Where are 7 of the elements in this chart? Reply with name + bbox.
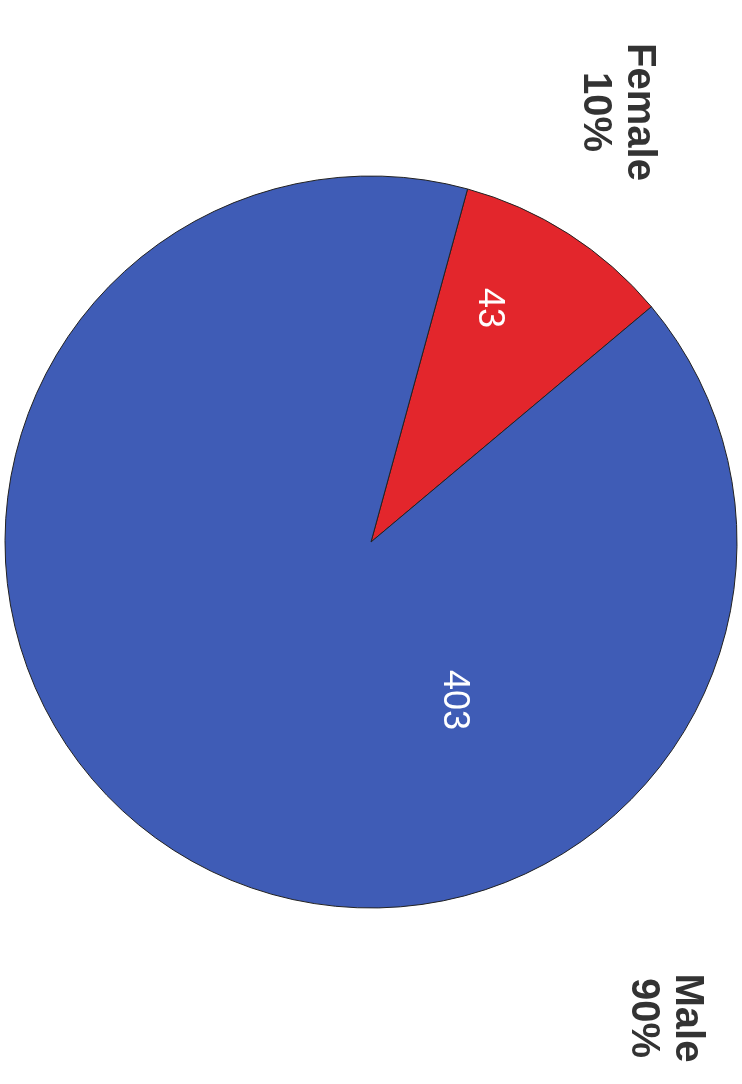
- text: 10%: [576, 71, 620, 153]
- slice-label: Male: [668, 973, 712, 1063]
- data-label: 43: [471, 287, 512, 329]
- data-label: 403: [436, 669, 477, 731]
- slice-label: Female: [620, 43, 664, 181]
- text: 90%: [624, 977, 668, 1059]
- pie-slice: [370, 188, 652, 543]
